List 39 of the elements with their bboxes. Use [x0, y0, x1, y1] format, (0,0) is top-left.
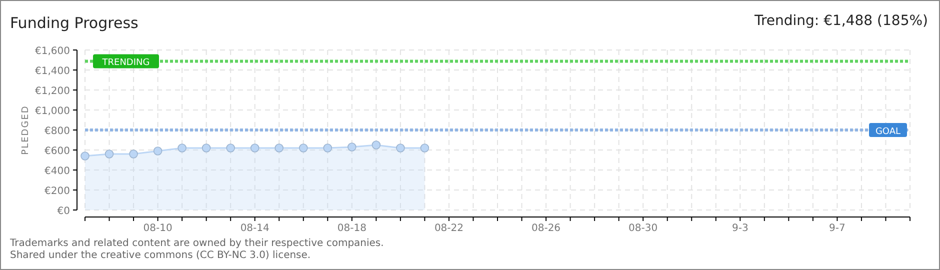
y-tick-label: €800 — [44, 126, 70, 137]
point — [129, 150, 138, 158]
text: Shared under the creative commons (CC BY-NC 3.0) license. — [10, 250, 311, 261]
point — [274, 144, 284, 152]
y-tick-label: €0 — [57, 206, 70, 217]
x-tick-label: 08-10 — [143, 223, 172, 234]
y-tick-label: €1,200 — [35, 86, 70, 97]
ref-line-label: GOAL — [875, 127, 901, 137]
point — [348, 142, 356, 152]
point — [80, 152, 90, 160]
x-tick-label: 9-7 — [829, 223, 846, 234]
x-tick-label: 9-3 — [732, 223, 748, 234]
point — [323, 144, 332, 152]
x-tick-label: 08-14 — [240, 223, 270, 234]
x-tick-label: 08-30 — [628, 223, 658, 234]
y-tick-label: €400 — [44, 166, 70, 177]
y-tick-label: €1,400 — [35, 66, 70, 77]
chart-title: Funding Progress — [10, 14, 139, 32]
y-tick-label: €1,000 — [35, 106, 70, 117]
point — [178, 144, 186, 152]
point — [372, 140, 381, 150]
y-axis-title: PLEDGED — [21, 105, 31, 155]
point — [104, 150, 114, 158]
point — [202, 144, 211, 152]
y-tick-label: €600 — [44, 146, 70, 157]
chart-subtitle: Trending: €1,488 (185%) — [753, 13, 928, 29]
ref-line-label: TRENDING — [101, 58, 150, 68]
x-tick-label: 08-26 — [532, 223, 561, 234]
point — [226, 144, 235, 152]
y-tick-label: €1,600 — [35, 46, 70, 57]
y-tick-label: €200 — [44, 186, 70, 197]
x-tick-label: 08-18 — [337, 223, 366, 234]
point — [420, 144, 430, 152]
point — [153, 146, 162, 156]
x-tick-label: 08-22 — [434, 223, 464, 234]
point — [396, 144, 405, 152]
text: Trademarks and related content are owned by their respective companies. — [9, 238, 384, 249]
point — [298, 144, 308, 152]
point — [250, 144, 260, 152]
